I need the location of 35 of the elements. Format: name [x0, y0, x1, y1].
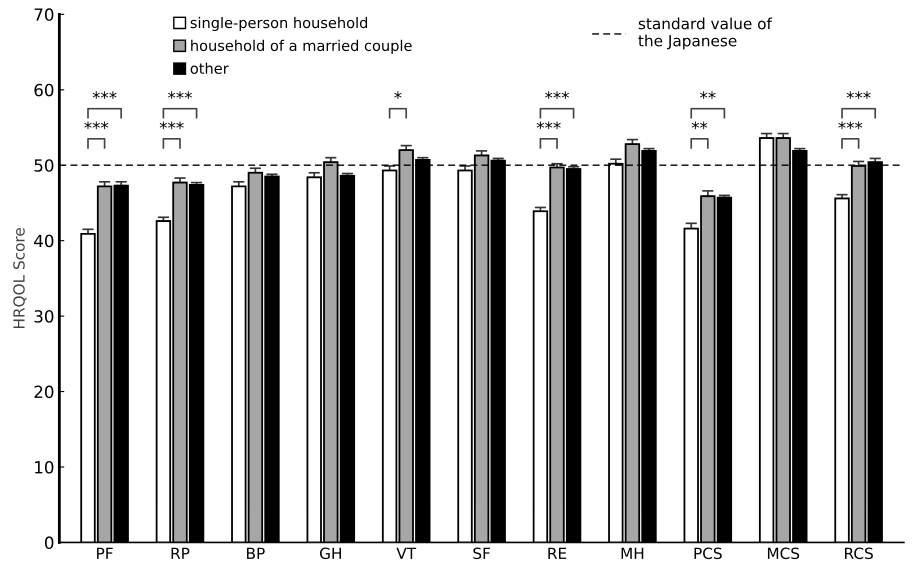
x-tick-label: GH [320, 548, 341, 560]
x-tick-label: PF [97, 548, 113, 559]
x-tick-label: RP [172, 548, 190, 559]
x-tick-label: RE [548, 548, 566, 559]
annotation: *** [84, 121, 108, 130]
x-tick-label: RCS [845, 548, 873, 560]
x-tick-label: SF [473, 548, 490, 560]
annotation: *** [838, 121, 862, 130]
annotation: *** [846, 91, 871, 99]
y-tick-label: 60 [34, 84, 54, 96]
annotation: * [394, 91, 402, 99]
x-tick-label: PCS [694, 548, 722, 560]
annotation: ** [700, 91, 716, 99]
x-tick-label: MCS [768, 548, 800, 560]
x-tick-label: BP [247, 548, 265, 559]
y-tick-label: 10 [35, 460, 54, 474]
y-tick-label: 50 [34, 159, 54, 172]
y-tick-label: 0 [44, 536, 54, 549]
y-tick-label: 20 [34, 386, 54, 398]
legend-label: standard value of the Japanese [638, 18, 772, 50]
annotation: ** [692, 121, 708, 130]
y-tick-label: 70 [34, 8, 54, 21]
x-tick-label: MH [622, 548, 644, 559]
y-tick-label: 30 [34, 310, 54, 323]
legend-label: household of a married couple [191, 40, 412, 54]
legend-label: single-person household [190, 16, 368, 32]
annotation: *** [160, 121, 184, 130]
x-tick-label: VT [396, 548, 416, 559]
y-axis-title: HRQOL Score [13, 228, 27, 328]
annotation: *** [536, 121, 561, 130]
y-tick-label: 40 [34, 234, 54, 248]
annotation: *** [168, 91, 192, 99]
annotation: *** [92, 91, 117, 99]
legend-label: other [190, 62, 229, 74]
annotation: *** [545, 91, 570, 99]
